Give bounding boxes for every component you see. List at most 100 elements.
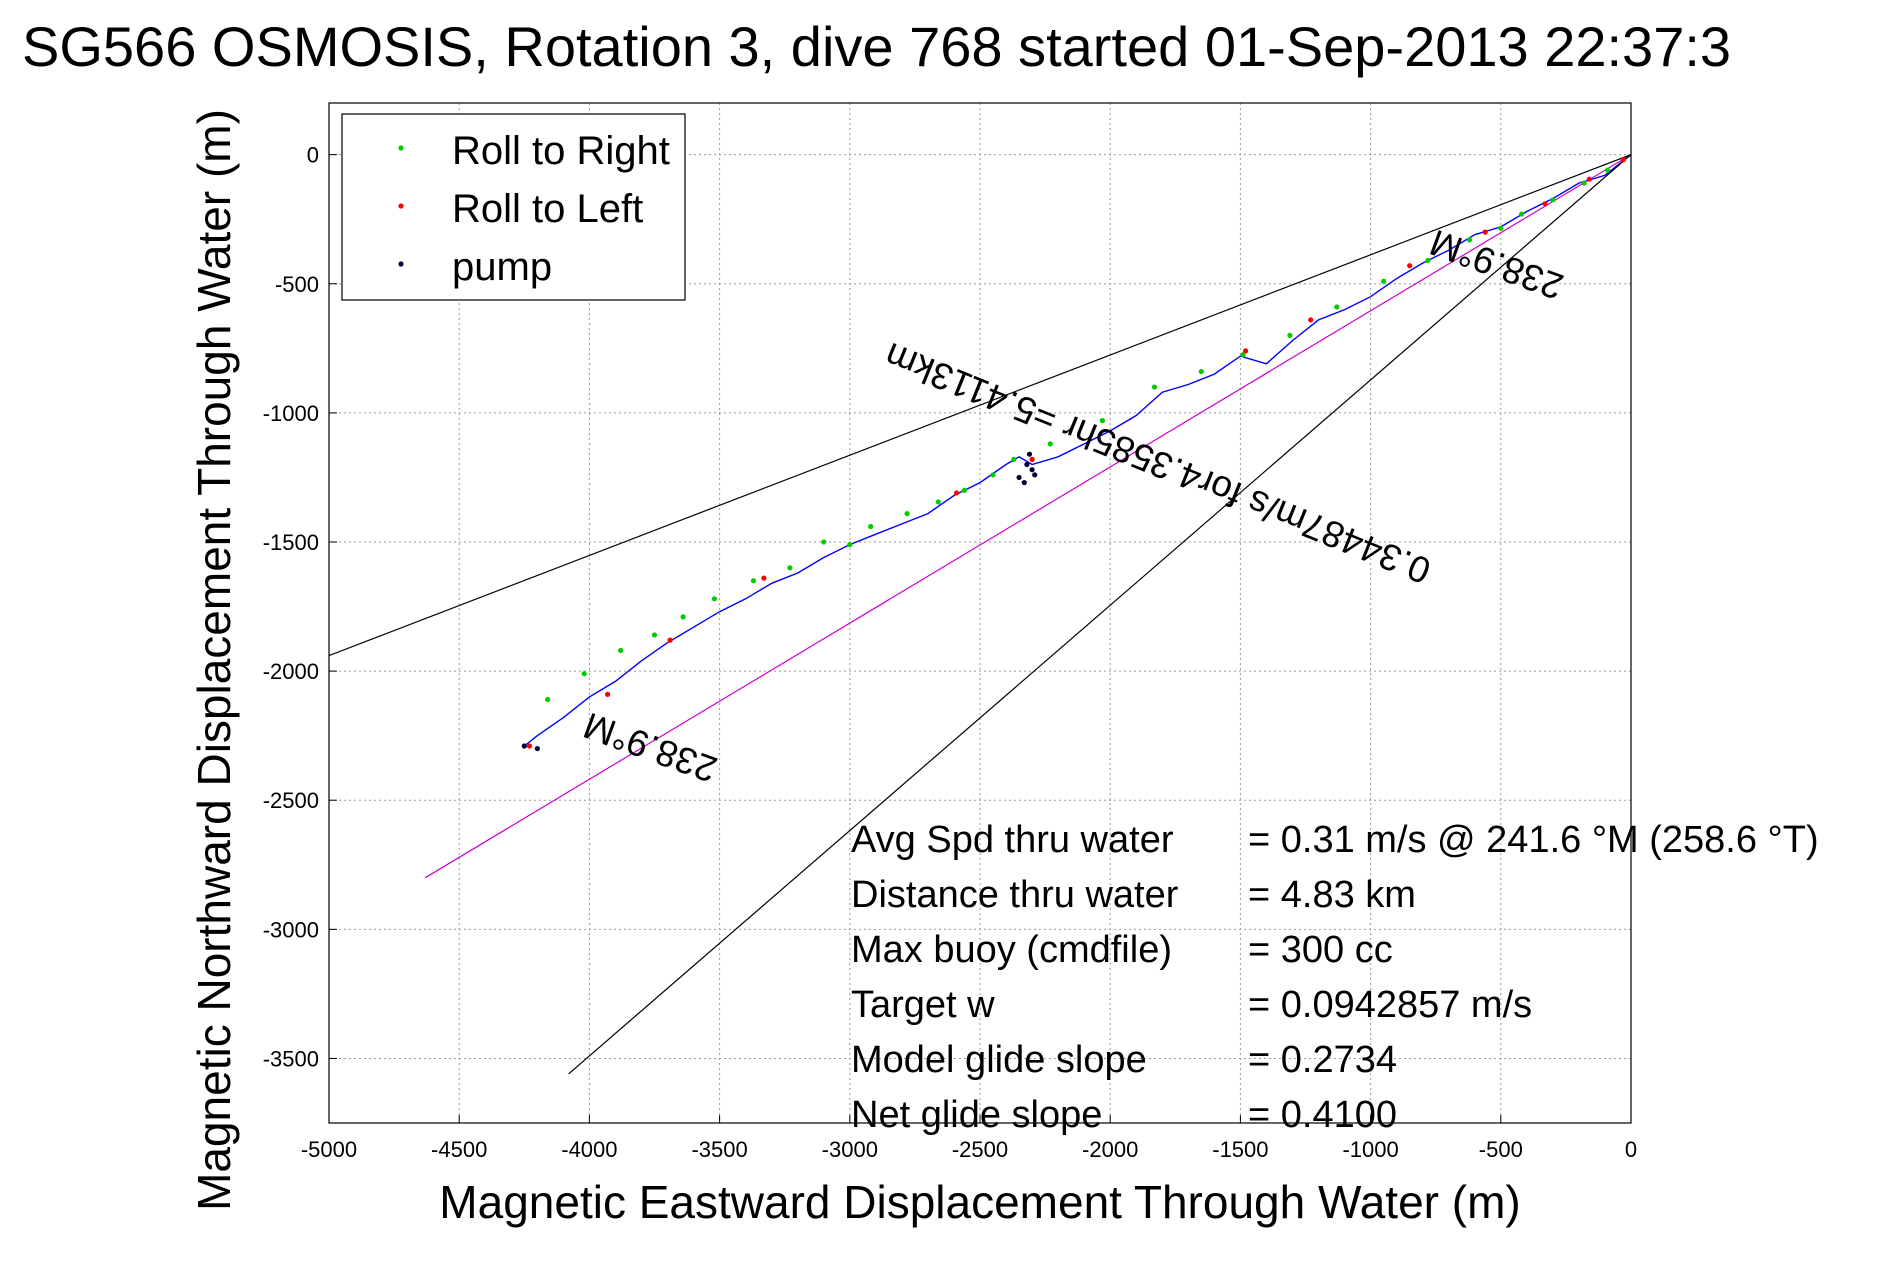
roll-to-right-point	[935, 499, 941, 505]
pump-point	[534, 745, 540, 752]
roll-to-left-point	[1407, 263, 1413, 269]
x-tick-label: -4000	[561, 1137, 617, 1162]
x-tick-label: -1500	[1212, 1137, 1268, 1162]
stat-label: Target w	[851, 984, 995, 1026]
bound-upper-line	[329, 154, 1631, 657]
legend-label: Roll to Left	[452, 187, 643, 231]
y-tick-label: -2000	[263, 659, 319, 684]
roll-to-right-point	[1381, 278, 1387, 284]
roll-to-right-point	[787, 565, 793, 571]
roll-to-left-point	[1029, 456, 1035, 462]
x-tick-label: -1000	[1342, 1137, 1398, 1162]
y-tick-label: -3000	[263, 917, 319, 942]
roll-to-right-point	[1240, 352, 1246, 358]
roll-to-right-point	[1198, 368, 1204, 375]
roll-to-right-point	[821, 539, 827, 545]
legend: Roll to Right Roll to Left pump	[341, 113, 686, 301]
roll-to-right-point	[1466, 237, 1473, 243]
roll-to-left-point	[605, 691, 611, 697]
net-path-line	[424, 154, 1631, 879]
roll-to-left-point	[1542, 201, 1548, 207]
roll-to-right-point	[990, 472, 996, 478]
roll-to-right-point	[750, 578, 757, 584]
roll-to-left-point	[667, 637, 673, 643]
x-axis-label: Magnetic Eastward Displacement Through W…	[439, 1176, 1520, 1228]
stat-label: Max buoy (cmdfile)	[851, 929, 1172, 971]
legend-marker	[398, 145, 404, 151]
roll-to-right-point	[680, 614, 686, 620]
pump-point	[521, 743, 527, 749]
roll-to-left-point	[1620, 157, 1626, 163]
annotations: 238.9°M 238.9°M 0.34487m/s for4.3585hr =5.…	[578, 222, 1568, 791]
y-tick-label: -2500	[263, 788, 319, 813]
heading-annotation: 0.34487m/s for4.3585hr =5.4113km	[879, 335, 1436, 592]
stat-label: Model glide slope	[851, 1039, 1147, 1081]
roll-to-right-point	[618, 647, 624, 654]
y-tick-label: -1000	[263, 401, 319, 426]
roll-to-right-point	[711, 596, 717, 602]
heading-annotation: 238.9°M	[578, 705, 722, 791]
legend-label: pump	[452, 245, 552, 289]
pump-point	[1029, 467, 1035, 473]
x-tick-label: 0	[1625, 1137, 1637, 1162]
roll-to-left-point	[1586, 176, 1592, 182]
x-tick-label: -500	[1479, 1137, 1523, 1162]
stat-value: = 0.31 m/s @ 241.6 °M (258.6 °T)	[1248, 819, 1819, 861]
stats-block: Avg Spd thru water = 0.31 m/s @ 241.6 °M …	[851, 819, 1819, 1136]
pump-point	[1024, 461, 1030, 468]
y-tick-label: 0	[307, 143, 319, 168]
x-tick-label: -3500	[691, 1137, 747, 1162]
stat-value: = 0.2734	[1248, 1039, 1397, 1081]
legend-marker	[398, 261, 404, 267]
pump-point	[1016, 474, 1022, 481]
roll-to-left-point	[953, 490, 960, 496]
y-tick-label: -1500	[263, 530, 319, 555]
x-tick-label: -2500	[952, 1137, 1008, 1162]
roll-to-right-point	[847, 541, 853, 548]
pump-point	[1032, 472, 1038, 478]
stat-label: Avg Spd thru water	[851, 819, 1174, 861]
roll-to-right-point	[1550, 197, 1556, 203]
roll-to-right-point	[1151, 384, 1158, 390]
markers	[521, 157, 1626, 752]
y-axis-label: Magnetic Northward Displacement Through …	[188, 109, 240, 1211]
roll-to-right-point	[1604, 167, 1611, 173]
roll-to-right-point	[1581, 180, 1587, 186]
stat-value: = 300 cc	[1248, 929, 1393, 971]
roll-to-right-point	[868, 523, 874, 530]
stat-value: = 0.4100	[1248, 1094, 1397, 1136]
stat-value: = 4.83 km	[1248, 874, 1416, 916]
y-axis: 0 -500 -1000 -1500 -2000 -2500 -3000 -3500	[263, 143, 337, 1071]
y-tick-label: -3500	[263, 1046, 319, 1071]
roll-to-right-point	[1498, 225, 1504, 231]
roll-to-right-point	[1099, 418, 1105, 424]
roll-to-right-point	[1011, 456, 1017, 462]
bound-lower-line	[568, 154, 1631, 1075]
pump-point	[1021, 479, 1027, 486]
roll-to-right-point	[545, 696, 551, 703]
roll-to-left-point	[526, 743, 533, 749]
roll-to-right-point	[961, 487, 967, 493]
roll-to-right-point	[904, 510, 910, 517]
y-tick-label: -500	[275, 272, 319, 297]
x-tick-label: -2000	[1082, 1137, 1138, 1162]
legend-label: Roll to Right	[452, 129, 670, 173]
heading-annotation: 238.9°M	[1425, 222, 1569, 308]
roll-to-right-point	[1287, 332, 1293, 339]
stat-label: Net glide slope	[851, 1094, 1102, 1136]
roll-to-right-point	[1519, 211, 1525, 217]
legend-marker	[398, 203, 404, 209]
x-axis: -5000 -4500 -4000 -3500 -3000 -2500 -2000 -1500…	[301, 1115, 1637, 1162]
roll-to-left-point	[1308, 317, 1314, 323]
roll-to-right-point	[1425, 257, 1431, 264]
roll-to-right-point	[1047, 441, 1053, 447]
plot-area	[329, 154, 1631, 1075]
x-tick-label: -4500	[431, 1137, 487, 1162]
roll-to-left-point	[1243, 348, 1249, 354]
stat-label: Distance thru water	[851, 874, 1179, 916]
roll-to-left-point	[1482, 229, 1488, 235]
roll-to-left-point	[761, 575, 767, 581]
x-tick-label: -5000	[301, 1137, 357, 1162]
roll-to-right-point	[581, 671, 587, 677]
